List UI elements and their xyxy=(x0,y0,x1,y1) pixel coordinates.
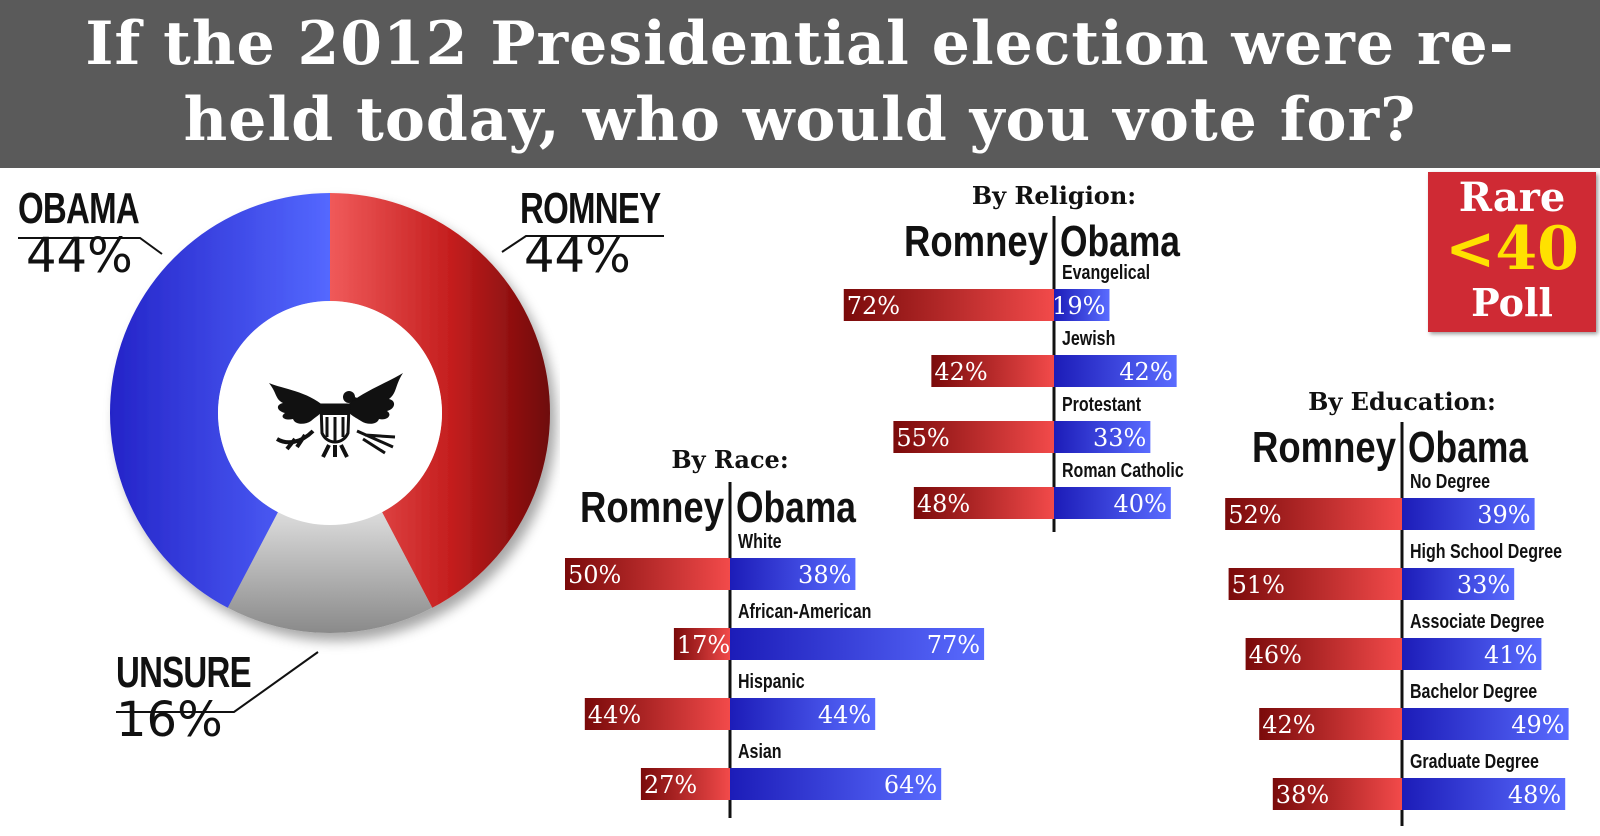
donut-slice-unsure xyxy=(227,512,433,633)
romney-value-label: 17% xyxy=(677,631,730,659)
category-label: Graduate Degree xyxy=(1410,750,1539,772)
category-label: High School Degree xyxy=(1410,540,1562,562)
romney-value-label: 55% xyxy=(896,424,949,452)
obama-value-label: 42% xyxy=(1119,358,1172,386)
category-label: Jewish xyxy=(1062,327,1115,349)
romney-value-label: 46% xyxy=(1249,641,1302,669)
badge-line-1: Rare xyxy=(1458,174,1566,221)
romney-bar xyxy=(640,768,730,800)
rare-poll-badge: Rare <40 Poll xyxy=(1428,172,1596,332)
obama-bar xyxy=(730,698,876,730)
badge-line-2: <40 xyxy=(1445,214,1579,284)
romney-bar xyxy=(1245,638,1402,670)
obama-value-label: 64% xyxy=(884,771,937,799)
romney-bar xyxy=(584,698,730,730)
byeducation-romney-header: Romney xyxy=(1252,423,1396,472)
obama-label: OBAMA xyxy=(18,184,140,233)
romney-slice-label: ROMNEY 44% xyxy=(520,184,707,284)
romney-bar xyxy=(565,558,730,590)
obama-bar xyxy=(1054,289,1110,321)
obama-bar xyxy=(1402,498,1535,530)
badge-line-3: Poll xyxy=(1471,280,1553,325)
byreligion-title: By Religion: xyxy=(972,181,1136,210)
romney-bar xyxy=(893,421,1054,453)
byeducation-obama-header: Obama xyxy=(1408,423,1528,472)
category-label: Roman Catholic xyxy=(1062,459,1184,481)
donut-slice-romney xyxy=(330,193,550,608)
category-label: Associate Degree xyxy=(1410,610,1544,632)
obama-bar xyxy=(1054,355,1177,387)
byeducation-title: By Education: xyxy=(1308,387,1496,416)
obama-value-label: 44% xyxy=(818,701,871,729)
obama-bar xyxy=(1402,708,1569,740)
romney-value-label: 50% xyxy=(568,561,621,589)
obama-value-label: 33% xyxy=(1457,571,1510,599)
unsure-label: UNSURE xyxy=(116,648,252,697)
byrace-obama-header: Obama xyxy=(736,483,856,532)
romney-bar xyxy=(1259,708,1402,740)
byrace-title: By Race: xyxy=(671,445,788,474)
romney-bar xyxy=(1272,778,1402,810)
romney-bar xyxy=(1228,568,1402,600)
title-banner: If the 2012 Presidential election were r… xyxy=(0,0,1600,168)
obama-value-label: 49% xyxy=(1511,711,1564,739)
obama-value-label: 39% xyxy=(1477,501,1530,529)
romney-value-label: 27% xyxy=(644,771,697,799)
romney-value-label: 72% xyxy=(847,292,900,320)
category-label: White xyxy=(738,530,782,552)
romney-bar xyxy=(1225,498,1402,530)
donut-slice-obama xyxy=(110,193,330,608)
romney-value-label: 52% xyxy=(1228,501,1281,529)
eagle-seal-icon xyxy=(269,373,403,458)
romney-bar xyxy=(913,487,1054,519)
obama-value-label: 38% xyxy=(798,561,851,589)
byreligion-romney-header: Romney xyxy=(904,217,1048,266)
overall-donut-chart xyxy=(110,193,550,633)
obama-bar xyxy=(730,628,985,660)
category-label: Bachelor Degree xyxy=(1410,680,1537,702)
obama-bar xyxy=(1054,421,1151,453)
category-label: No Degree xyxy=(1410,470,1490,492)
romney-label: ROMNEY xyxy=(520,184,661,233)
category-label: Evangelical xyxy=(1062,261,1150,283)
romney-value-label: 38% xyxy=(1276,781,1329,809)
chart-title: If the 2012 Presidential election were r… xyxy=(85,9,1515,155)
romney-value-label: 51% xyxy=(1232,571,1285,599)
unsure-percent: 16% xyxy=(116,692,223,748)
obama-bar xyxy=(1402,568,1515,600)
romney-bar xyxy=(673,628,730,660)
obama-value-label: 19% xyxy=(1052,292,1105,320)
obama-bar xyxy=(1054,487,1171,519)
category-label: Hispanic xyxy=(738,670,805,692)
romney-bar xyxy=(931,355,1054,387)
romney-percent: 44% xyxy=(524,228,631,284)
obama-bar xyxy=(1402,778,1566,810)
romney-bar xyxy=(843,289,1054,321)
obama-value-label: 77% xyxy=(927,631,980,659)
obama-value-label: 41% xyxy=(1484,641,1537,669)
byrace-romney-header: Romney xyxy=(580,483,724,532)
pie-leader-lines xyxy=(18,235,664,713)
obama-bar xyxy=(730,558,856,590)
romney-value-label: 42% xyxy=(1262,711,1315,739)
romney-value-label: 48% xyxy=(917,490,970,518)
category-label: Protestant xyxy=(1062,393,1141,415)
category-label: African-American xyxy=(738,600,871,622)
obama-value-label: 33% xyxy=(1093,424,1146,452)
obama-bar xyxy=(730,768,942,800)
obama-value-label: 48% xyxy=(1508,781,1561,809)
category-label: Asian xyxy=(738,740,782,762)
byreligion-obama-header: Obama xyxy=(1060,217,1180,266)
unsure-slice-label: UNSURE 16% xyxy=(116,648,296,748)
obama-value-label: 40% xyxy=(1113,490,1166,518)
romney-value-label: 44% xyxy=(588,701,641,729)
romney-value-label: 42% xyxy=(934,358,987,386)
obama-bar xyxy=(1402,638,1542,670)
